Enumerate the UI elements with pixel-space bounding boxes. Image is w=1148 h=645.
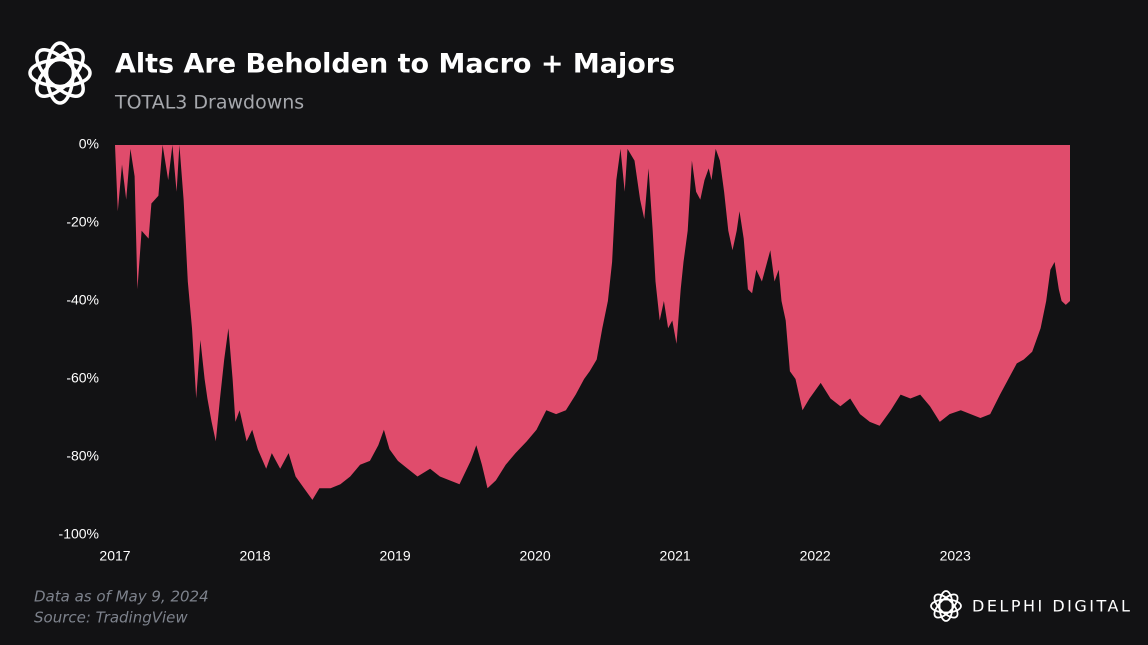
x-tick-label: 2021 [660,548,691,564]
x-tick-label: 2017 [99,548,130,564]
y-tick-label: -20% [66,214,99,230]
x-tick-label: 2022 [800,548,831,564]
area [115,145,1070,500]
y-tick-label: 0% [79,136,99,152]
x-tick-label: 2018 [239,548,270,564]
source: Source: TradingView [34,609,188,627]
chart-title: Alts Are Beholden to Macro + Majors [115,49,675,80]
x-tick-label: 2020 [520,548,551,564]
x-tick-label: 2023 [940,548,971,564]
y-tick-label: -40% [66,292,99,308]
x-tick-label: 2019 [379,548,410,564]
y-tick-label: -80% [66,448,99,464]
chart-subtitle: TOTAL3 Drawdowns [114,92,304,114]
logo [28,41,92,105]
y-tick-label: -100% [59,526,99,542]
y-tick-label: -60% [66,370,99,386]
note: Data as of May 9, 2024 [34,588,209,606]
brand-logo [930,590,962,622]
brand: DELPHI DIGITAL [972,597,1132,616]
